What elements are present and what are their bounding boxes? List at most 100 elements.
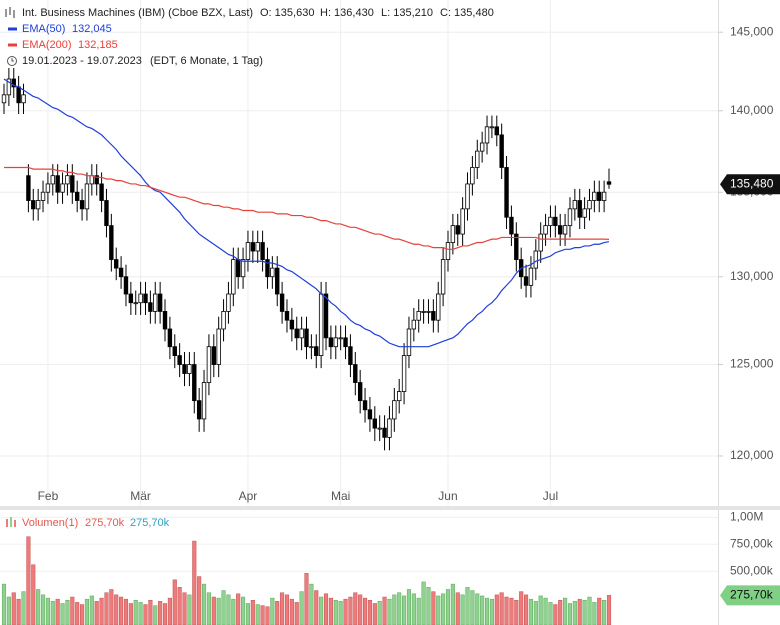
candle-body <box>21 94 26 104</box>
volume-bar <box>211 596 216 625</box>
candle-body <box>89 175 95 185</box>
candle-body <box>436 293 441 321</box>
y-tick-label: 145,000 <box>730 24 774 38</box>
candle-body <box>40 191 46 201</box>
candle-body <box>558 225 563 235</box>
legend-value: 132,185 <box>78 39 118 51</box>
volume-bar <box>104 592 109 625</box>
x-tick-label: Mai <box>331 489 350 503</box>
candle-body <box>104 200 109 227</box>
candle-body <box>6 78 12 96</box>
volume-bar <box>11 592 16 625</box>
volume-legend-value: 275,70k <box>130 517 170 529</box>
volume-bar <box>6 596 11 625</box>
volume-bar <box>133 599 138 625</box>
candle-body <box>514 233 519 260</box>
volume-bar <box>592 602 597 625</box>
volume-bar <box>445 589 451 625</box>
candle-body <box>562 225 568 235</box>
candle-body <box>553 216 558 227</box>
volume-bar <box>323 593 329 625</box>
volume-bar <box>406 589 412 625</box>
volume-bar <box>465 587 470 625</box>
candle-body <box>367 409 373 420</box>
candle-body <box>460 208 465 235</box>
panel-separator <box>0 506 780 510</box>
legend-label: EMA(50) <box>22 23 65 35</box>
candle-body <box>450 225 456 243</box>
volume-bar <box>201 583 207 625</box>
volume-bar <box>265 606 270 625</box>
volume-bar <box>319 596 324 625</box>
volume-bar <box>577 598 582 625</box>
candle-body <box>216 328 221 365</box>
candle-body <box>470 167 475 185</box>
volume-bar <box>226 594 231 625</box>
volume-bar <box>221 590 226 625</box>
candle-body <box>167 328 173 348</box>
volume-bar <box>70 596 75 625</box>
volume-bar <box>16 598 21 625</box>
volume-bar <box>270 597 275 625</box>
y-tick-label: 125,000 <box>730 357 774 371</box>
volume-bar <box>143 604 148 625</box>
candle-body <box>597 191 602 201</box>
last-price-label: 135,480 <box>730 176 774 190</box>
volume-bar <box>484 597 490 625</box>
candle-body <box>79 200 85 210</box>
candle-body <box>484 126 490 144</box>
volume-bar <box>450 583 455 625</box>
volume-bar <box>436 595 441 625</box>
volume-bar <box>216 597 221 625</box>
last-volume-label: 275,70k <box>730 588 774 602</box>
volume-bar <box>460 594 465 625</box>
legend-value: 132,045 <box>72 23 112 35</box>
candle-body <box>128 293 134 304</box>
volume-bar <box>94 601 99 625</box>
candle-body <box>353 364 358 383</box>
y-tick-label: 140,000 <box>730 103 774 117</box>
candle-body <box>431 311 436 321</box>
candle-body <box>343 337 348 348</box>
volume-bar <box>55 598 60 625</box>
volume-bar <box>177 587 182 625</box>
volume-bar <box>606 595 612 625</box>
candle-body <box>275 267 280 295</box>
volume-bar <box>504 596 509 625</box>
candle-body <box>284 311 290 321</box>
volume-bar <box>528 598 533 625</box>
volume-bar <box>499 592 504 625</box>
candle-body <box>494 126 499 136</box>
volume-bar <box>109 589 114 625</box>
volume-bar <box>309 583 314 625</box>
candle-body <box>357 382 363 402</box>
candle-body <box>479 142 485 152</box>
candle-body <box>250 242 256 252</box>
candle-body <box>11 78 16 88</box>
candle-body <box>475 150 480 168</box>
chart-icon <box>5 7 15 18</box>
candle-body <box>582 208 587 218</box>
volume-bar <box>382 596 387 625</box>
y-tick-label: 1,00M <box>730 510 763 524</box>
volume-bar <box>343 598 348 625</box>
candle-body <box>65 175 70 185</box>
candle-body <box>411 319 417 330</box>
y-tick-label: 500,00k <box>730 563 774 577</box>
volume-bar <box>402 595 407 625</box>
ema-line <box>4 166 610 250</box>
candle-body <box>172 346 177 357</box>
volume-bar <box>84 598 89 625</box>
candle-body <box>279 293 285 312</box>
x-tick-label: Jun <box>438 489 457 503</box>
volume-bar <box>250 599 255 625</box>
volume-bar <box>284 594 290 625</box>
candle-body <box>489 126 495 129</box>
volume-bar <box>275 601 280 625</box>
candle-body <box>221 311 226 330</box>
volume-bar <box>509 597 514 625</box>
candle-body <box>499 134 504 168</box>
candle-body <box>294 328 299 339</box>
